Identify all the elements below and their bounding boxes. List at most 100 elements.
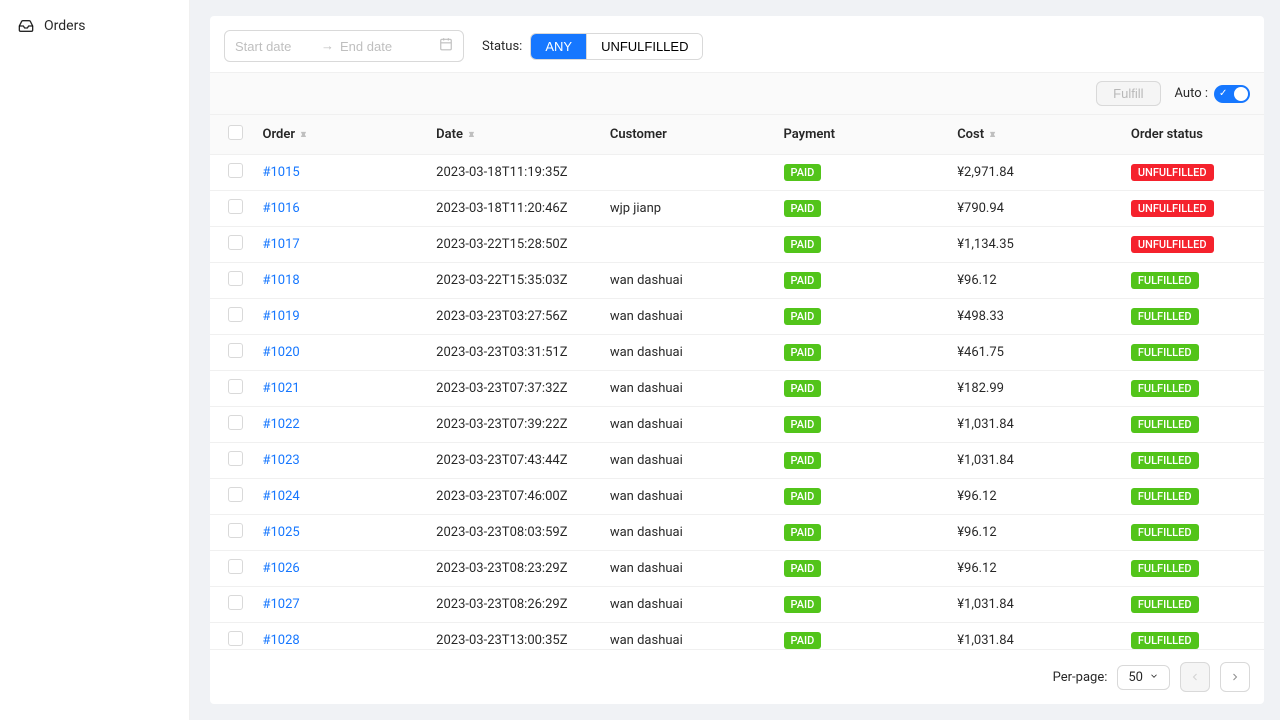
payment-badge: PAID	[784, 308, 822, 325]
orders-table: Order▲▼ Date▲▼ Customer Payment Cost▲▼ O…	[210, 115, 1264, 649]
cell-cost: ¥1,031.84	[949, 623, 1123, 650]
col-date[interactable]: Date	[436, 127, 463, 142]
row-checkbox[interactable]	[228, 343, 243, 358]
payment-badge: PAID	[784, 596, 822, 613]
status-badge: FULFILLED	[1131, 524, 1199, 541]
status-badge: FULFILLED	[1131, 344, 1199, 361]
payment-badge: PAID	[784, 488, 822, 505]
order-link[interactable]: #1027	[263, 597, 300, 612]
payment-badge: PAID	[784, 236, 822, 253]
col-cost[interactable]: Cost	[957, 127, 984, 142]
col-customer: Customer	[610, 127, 667, 142]
toolbar: Fulfill Auto : ✓	[210, 72, 1264, 115]
status-filter: Status: ANY UNFULFILLED	[482, 33, 703, 60]
row-checkbox[interactable]	[228, 199, 243, 214]
row-checkbox[interactable]	[228, 163, 243, 178]
row-checkbox[interactable]	[228, 487, 243, 502]
cell-cost: ¥96.12	[949, 263, 1123, 299]
order-link[interactable]: #1019	[263, 309, 300, 324]
cell-customer: wan dashuai	[602, 407, 776, 443]
table-row: #10152023-03-18T11:19:35ZPAID¥2,971.84UN…	[210, 155, 1264, 191]
cell-cost: ¥1,031.84	[949, 407, 1123, 443]
cell-cost: ¥790.94	[949, 191, 1123, 227]
cell-date: 2023-03-23T08:23:29Z	[428, 551, 602, 587]
chevron-down-icon	[1149, 670, 1159, 685]
status-badge: FULFILLED	[1131, 560, 1199, 577]
cell-date: 2023-03-22T15:28:50Z	[428, 227, 602, 263]
auto-toggle-wrap: Auto : ✓	[1175, 85, 1251, 103]
table-row: #10202023-03-23T03:31:51Zwan dashuaiPAID…	[210, 335, 1264, 371]
status-badge: FULFILLED	[1131, 380, 1199, 397]
fulfill-button[interactable]: Fulfill	[1096, 81, 1160, 106]
cell-customer	[602, 227, 776, 263]
end-date-input[interactable]	[340, 39, 420, 54]
table-row: #1026 2023-03-23T08:23:29Zwan dashuai PAID…	[210, 551, 1264, 587]
table-scroll[interactable]: Order▲▼ Date▲▼ Customer Payment Cost▲▼ O…	[210, 115, 1264, 649]
sidebar-item-orders[interactable]: Orders	[0, 8, 189, 44]
payment-badge: PAID	[784, 452, 822, 469]
table-row: #10222023-03-23T07:39:22Zwan dashuaiPAID…	[210, 407, 1264, 443]
date-range-picker[interactable]: →	[224, 30, 464, 62]
pagination-bar: Per-page: 50	[210, 649, 1264, 704]
row-checkbox[interactable]	[228, 595, 243, 610]
prev-page-button[interactable]	[1180, 662, 1210, 692]
row-checkbox[interactable]	[228, 271, 243, 286]
payment-badge: PAID	[784, 560, 822, 577]
order-link[interactable]: #1024	[263, 489, 300, 504]
cell-date: 2023-03-23T07:43:44Z	[428, 443, 602, 479]
order-link[interactable]: #1028	[263, 633, 300, 648]
select-all-checkbox[interactable]	[228, 125, 243, 140]
cell-cost: ¥96.12	[949, 551, 1123, 587]
order-link[interactable]: #1015	[263, 165, 300, 180]
order-link[interactable]: #1026	[263, 561, 300, 576]
cell-cost: ¥1,134.35	[949, 227, 1123, 263]
order-link[interactable]: #1025	[263, 525, 300, 540]
cell-date: 2023-03-18T11:20:46Z	[428, 191, 602, 227]
table-row: #10242023-03-23T07:46:00Zwan dashuaiPAID…	[210, 479, 1264, 515]
main: → Status: ANY UNFULFILLED Fulfill	[190, 0, 1280, 720]
cell-cost: ¥461.75	[949, 335, 1123, 371]
row-checkbox[interactable]	[228, 523, 243, 538]
orders-card: → Status: ANY UNFULFILLED Fulfill	[210, 16, 1264, 704]
cell-cost: ¥182.99	[949, 371, 1123, 407]
cell-customer: wan dashuai	[602, 299, 776, 335]
row-checkbox[interactable]	[228, 307, 243, 322]
cell-customer: wjp jianp	[602, 191, 776, 227]
col-order[interactable]: Order	[263, 127, 296, 142]
order-link[interactable]: #1021	[263, 381, 300, 396]
start-date-input[interactable]	[235, 39, 315, 54]
cell-customer: wan dashuai	[602, 551, 776, 587]
cell-date: 2023-03-23T13:00:35Z	[428, 623, 602, 650]
per-page-select[interactable]: 50	[1117, 665, 1170, 690]
order-link[interactable]: #1023	[263, 453, 300, 468]
auto-switch[interactable]: ✓	[1214, 85, 1250, 103]
row-checkbox[interactable]	[228, 559, 243, 574]
status-badge: FULFILLED	[1131, 632, 1199, 649]
sidebar-item-label: Orders	[44, 18, 86, 34]
table-row: #10162023-03-18T11:20:46Zwjp jianpPAID¥7…	[210, 191, 1264, 227]
status-segmented: ANY UNFULFILLED	[530, 33, 703, 60]
status-option-any[interactable]: ANY	[531, 34, 586, 59]
table-row: #10272023-03-23T08:26:29Zwan dashuaiPAID…	[210, 587, 1264, 623]
payment-badge: PAID	[784, 632, 822, 649]
order-link[interactable]: #1022	[263, 417, 300, 432]
order-link[interactable]: #1018	[263, 273, 300, 288]
status-option-unfulfilled[interactable]: UNFULFILLED	[586, 34, 702, 59]
cell-customer: wan dashuai	[602, 587, 776, 623]
cell-customer	[602, 155, 776, 191]
row-checkbox[interactable]	[228, 451, 243, 466]
row-checkbox[interactable]	[228, 415, 243, 430]
row-checkbox[interactable]	[228, 235, 243, 250]
next-page-button[interactable]	[1220, 662, 1250, 692]
row-checkbox[interactable]	[228, 379, 243, 394]
order-link[interactable]: #1016	[263, 201, 300, 216]
row-checkbox[interactable]	[228, 631, 243, 646]
table-row: #10282023-03-23T13:00:35Zwan dashuaiPAID…	[210, 623, 1264, 650]
payment-badge: PAID	[784, 164, 822, 181]
table-row: #10172023-03-22T15:28:50ZPAID¥1,134.35UN…	[210, 227, 1264, 263]
order-link[interactable]: #1017	[263, 237, 300, 252]
status-badge: FULFILLED	[1131, 416, 1199, 433]
payment-badge: PAID	[784, 524, 822, 541]
cell-cost: ¥2,971.84	[949, 155, 1123, 191]
order-link[interactable]: #1020	[263, 345, 300, 360]
